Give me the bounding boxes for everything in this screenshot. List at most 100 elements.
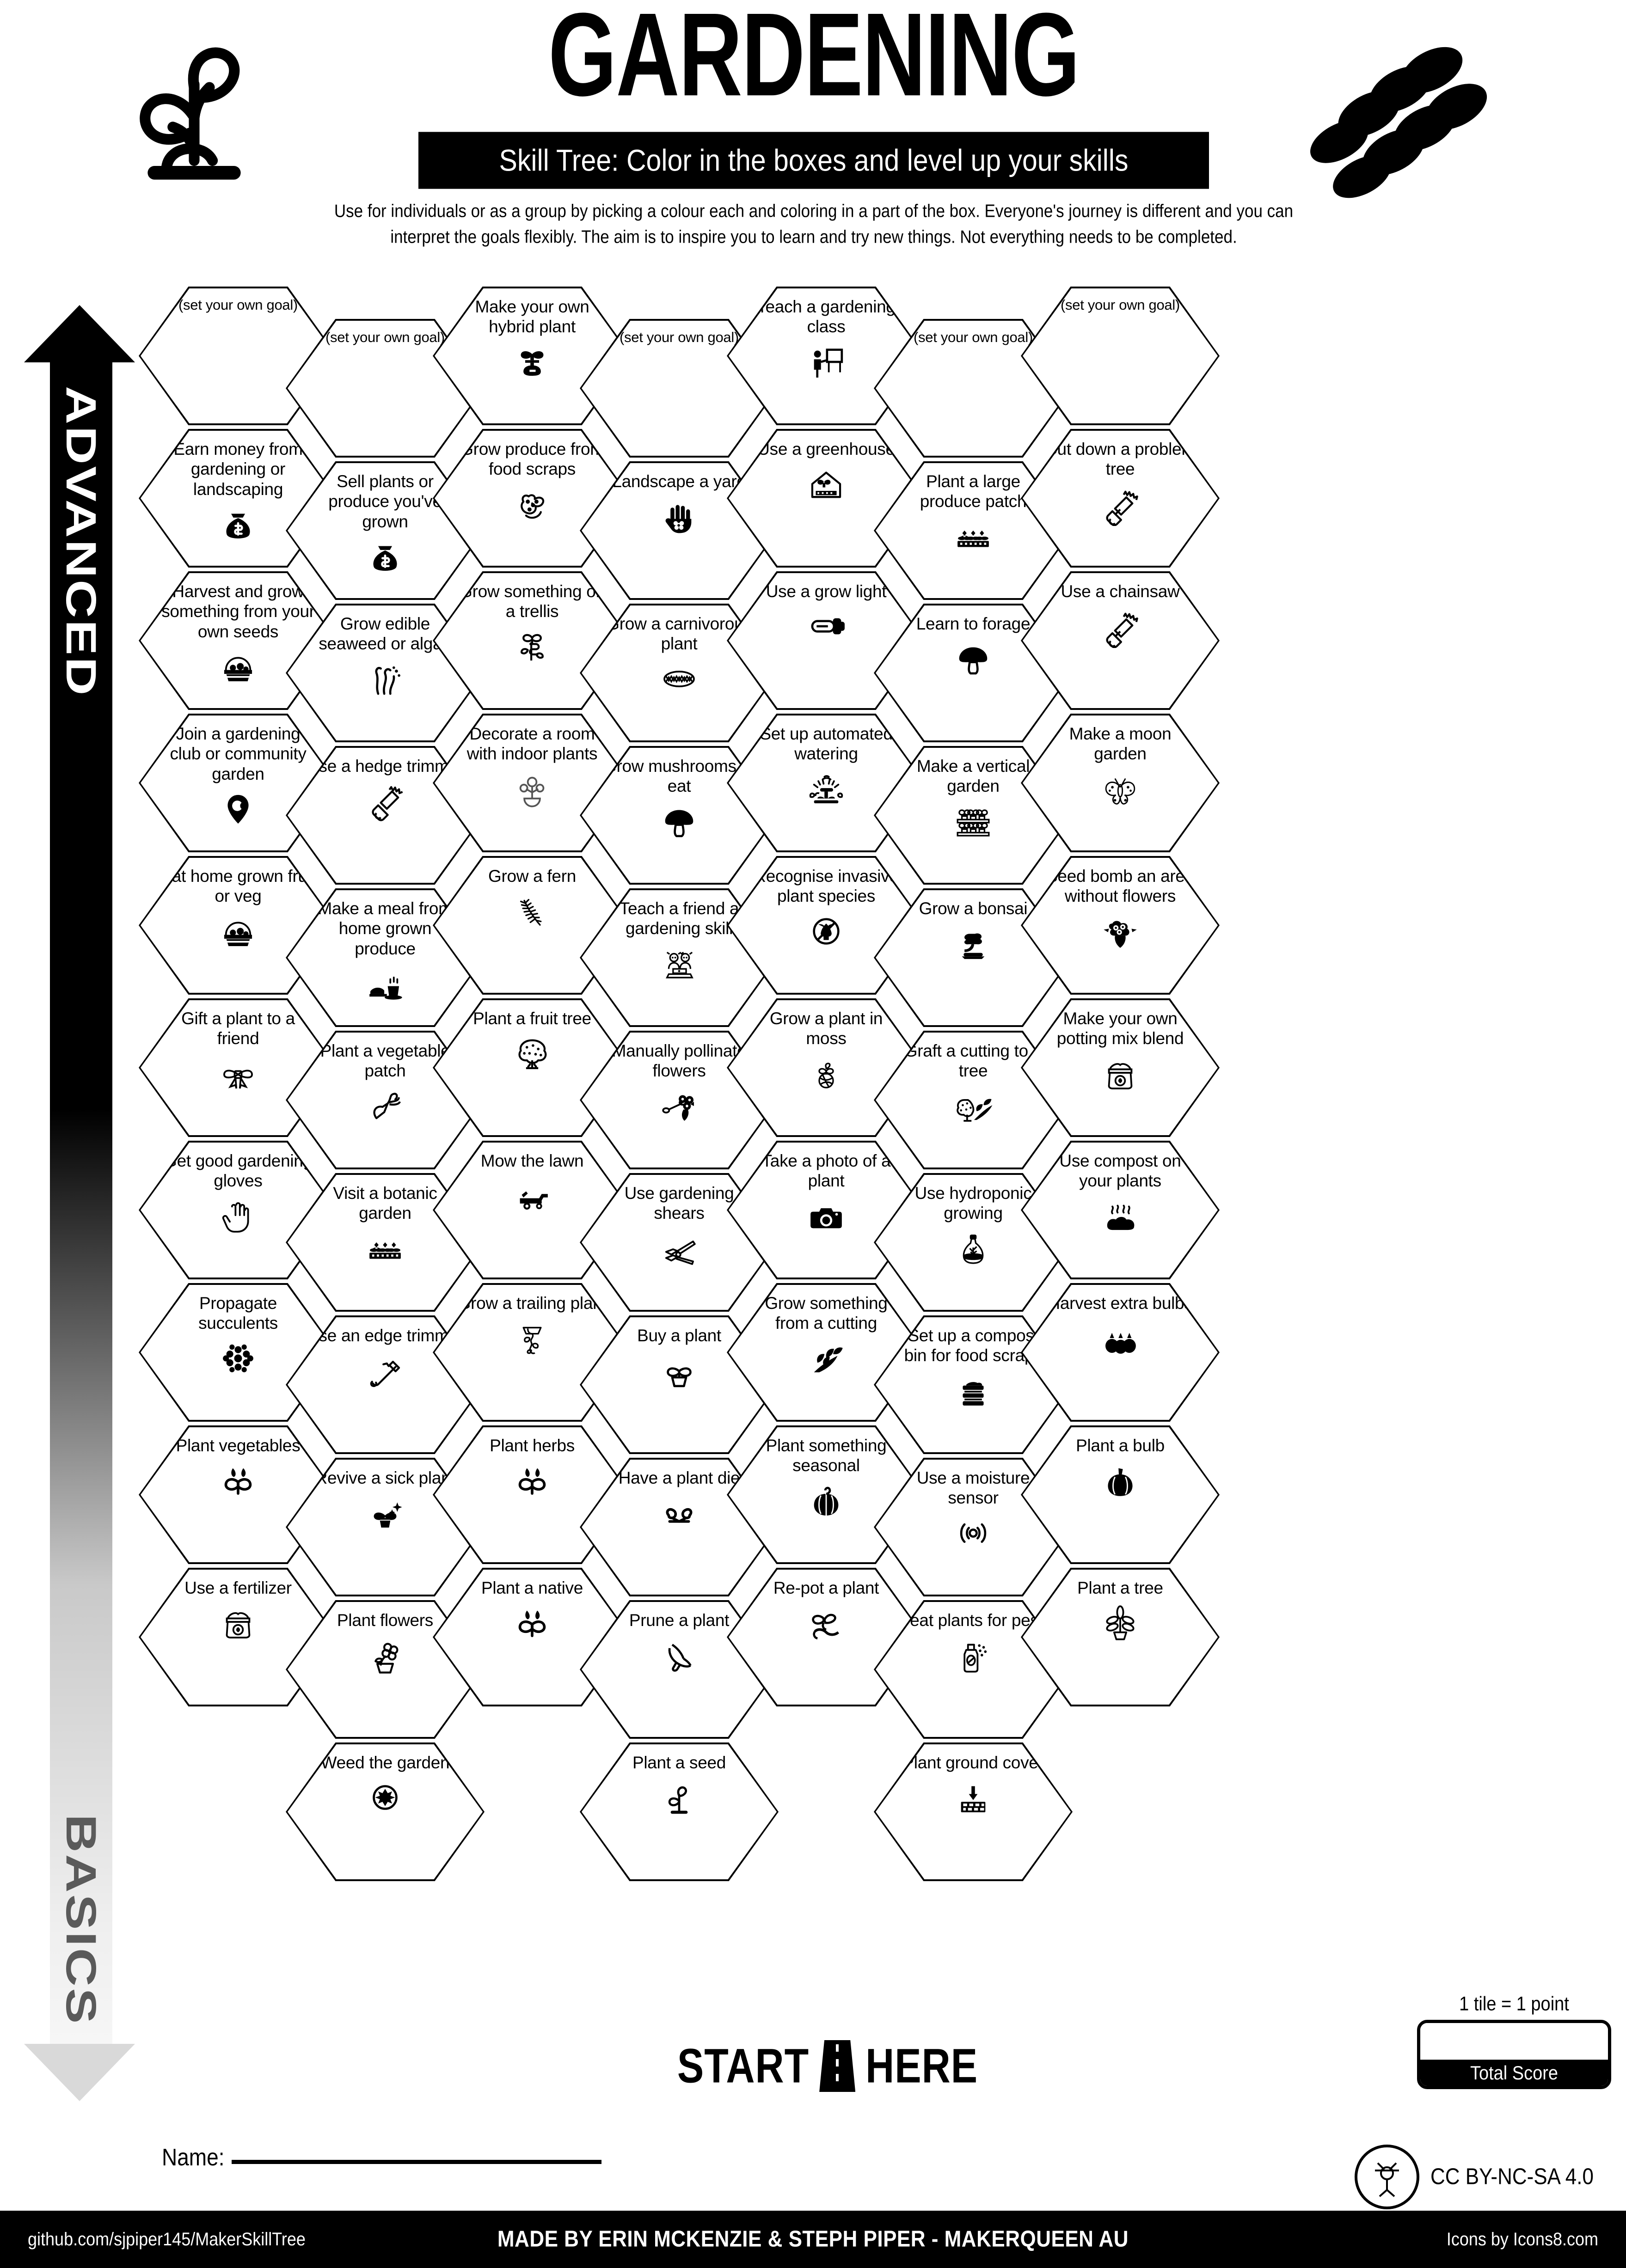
name-input-line[interactable] bbox=[232, 2160, 602, 2164]
seaweed-icon bbox=[363, 657, 407, 701]
skill-tile[interactable]: Seed bomb an area without flowers bbox=[1021, 856, 1220, 995]
skill-tile-label: Treat plants for pests bbox=[895, 1611, 1052, 1630]
skill-tile[interactable]: Use an edge trimmer bbox=[286, 1315, 485, 1454]
hydroponic-icon bbox=[951, 1227, 995, 1270]
trellis-icon bbox=[510, 625, 554, 668]
revive-plant-icon bbox=[363, 1491, 407, 1534]
skill-tile-label: Use a moisture sensor bbox=[916, 1468, 1030, 1508]
skill-tile-label: Plant a bulb bbox=[1076, 1436, 1165, 1455]
skill-tile-label: Plant herbs bbox=[490, 1436, 575, 1455]
skill-tile[interactable]: Make a moon garden bbox=[1021, 714, 1220, 852]
skill-tile-label: Plant a seed bbox=[632, 1753, 726, 1772]
teach-friend-icon bbox=[657, 942, 701, 985]
fern-icon bbox=[510, 889, 554, 933]
money-bag-icon bbox=[216, 502, 260, 546]
skill-tile-label: Use a hedge trimmer bbox=[307, 757, 464, 776]
chainsaw-icon bbox=[1098, 605, 1142, 648]
harvest-basket-icon bbox=[216, 645, 260, 688]
trailing-plant-icon bbox=[510, 1316, 554, 1360]
skill-tile-label: Grow something from a cutting bbox=[765, 1294, 888, 1333]
skill-tile-label: Plant a tree bbox=[1077, 1578, 1163, 1597]
skill-tile-label: Plant a large produce patch bbox=[920, 472, 1027, 511]
here-word: HERE bbox=[865, 2038, 978, 2093]
skill-tile[interactable]: Plant a tree bbox=[1021, 1568, 1220, 1706]
skill-tile[interactable]: Plant a seed bbox=[580, 1742, 779, 1881]
skill-tile[interactable]: (set your own goal) bbox=[1021, 287, 1220, 425]
skill-tile-label: Propagate succulents bbox=[198, 1294, 278, 1333]
chainsaw-icon bbox=[1098, 483, 1142, 526]
skill-tile[interactable]: Weed the garden bbox=[286, 1742, 485, 1881]
skill-tile-label: Re-pot a plant bbox=[773, 1578, 879, 1597]
skill-tile-label: Plant flowers bbox=[337, 1611, 433, 1630]
sprinkler-icon bbox=[804, 767, 848, 811]
skill-tile-label: Grow edible seaweed or algae bbox=[319, 614, 452, 654]
skill-tile-label: Graft a cutting to a tree bbox=[904, 1041, 1043, 1081]
moisture-sensor-icon bbox=[951, 1511, 995, 1555]
fertilizer-bag-icon bbox=[1098, 1052, 1142, 1095]
skill-tile-label: Grow mushrooms to eat bbox=[603, 757, 755, 796]
skill-tile-label: Plant vegetables bbox=[176, 1436, 301, 1455]
skill-tile-label: Use a chainsaw bbox=[1061, 582, 1180, 601]
skill-tile-label: Teach a friend a gardening skill bbox=[619, 899, 739, 938]
subtitle-text: Skill Tree: Color in the boxes and level… bbox=[499, 143, 1129, 177]
vertical-garden-icon bbox=[951, 800, 995, 843]
axis-shaft bbox=[50, 361, 112, 2061]
intro-paragraph: Use for individuals or as a group by pic… bbox=[324, 199, 1304, 251]
difficulty-axis: ADVANCED BASICS bbox=[24, 305, 143, 2101]
footer-icons-credit[interactable]: Icons by Icons8.com bbox=[1446, 2228, 1598, 2250]
skill-tile[interactable]: Use compost on your plants bbox=[1021, 1141, 1220, 1279]
skill-tile-label: Plant something seasonal bbox=[766, 1436, 887, 1475]
seedling-icon bbox=[657, 1776, 701, 1819]
score-label: Total Score bbox=[1420, 2060, 1608, 2086]
skill-tile-label: Plant a native bbox=[481, 1578, 583, 1597]
flower-bed-icon bbox=[363, 1227, 407, 1270]
cutting-icon bbox=[804, 1337, 848, 1380]
skill-tile-label: Weed the garden bbox=[320, 1753, 450, 1772]
score-box[interactable]: Total Score bbox=[1417, 2020, 1611, 2089]
skill-tile-label: Eat home grown fruit or veg bbox=[160, 867, 316, 906]
invasive-plant-icon bbox=[804, 910, 848, 953]
succulent-icon bbox=[216, 1337, 260, 1380]
potted-plant-icon bbox=[657, 1349, 701, 1392]
flower-bed-icon bbox=[951, 515, 995, 558]
food-scraps-icon bbox=[510, 483, 554, 526]
fertilizer-bag-icon bbox=[216, 1601, 260, 1644]
skill-tile[interactable]: Plant a bulb bbox=[1021, 1425, 1220, 1564]
weed-icon bbox=[363, 1776, 407, 1819]
license-row: CC BY-NC-SA 4.0 bbox=[1355, 2145, 1594, 2209]
beetroot-icon bbox=[363, 1084, 407, 1128]
skill-tile-label: Manually pollinate flowers bbox=[612, 1041, 747, 1081]
road-icon bbox=[819, 2040, 856, 2092]
garlic-bulb-icon bbox=[1098, 1459, 1142, 1502]
grow-light-icon bbox=[804, 605, 848, 648]
skill-tile[interactable]: Plant a vegetable patch bbox=[286, 1031, 485, 1169]
skill-tile[interactable]: Harvest extra bulbs bbox=[1021, 1283, 1220, 1422]
skill-tile[interactable]: Plant ground cover bbox=[874, 1742, 1073, 1881]
skill-tile[interactable]: Revive a sick plant bbox=[286, 1458, 485, 1596]
skill-tile-label: Make a moon garden bbox=[1069, 724, 1172, 764]
skill-tile-label: Cut down a problem tree bbox=[1045, 440, 1196, 479]
skill-tile-label: (set your own goal) bbox=[1061, 297, 1180, 313]
skill-tile-label: Plant ground cover bbox=[902, 1753, 1044, 1772]
gloves-icon bbox=[216, 1194, 260, 1238]
score-value-field[interactable] bbox=[1420, 2023, 1608, 2061]
start-word: START bbox=[677, 2038, 810, 2093]
meal-icon bbox=[363, 962, 407, 1005]
name-field[interactable]: Name: bbox=[162, 2144, 602, 2170]
skill-tile[interactable]: Make your own potting mix blend bbox=[1021, 998, 1220, 1137]
skill-tile-label: Make a vertical garden bbox=[916, 757, 1030, 796]
axis-label-advanced: ADVANCED bbox=[57, 386, 104, 697]
edge-trimmer-icon bbox=[363, 1349, 407, 1392]
skill-tile[interactable]: Cut down a problem tree bbox=[1021, 429, 1220, 568]
intro-line-2: interpret the goals flexibly. The aim is… bbox=[390, 227, 1237, 247]
skill-tile[interactable]: Use a chainsaw bbox=[1021, 571, 1220, 710]
skill-tile-label: Buy a plant bbox=[637, 1326, 721, 1345]
skill-tile-label: Use gardening shears bbox=[624, 1184, 734, 1223]
footer-repo-link[interactable]: github.com/sjpiper145/MakerSkillTree bbox=[28, 2228, 306, 2250]
teaching-board-icon bbox=[804, 340, 848, 384]
seed-bomb-icon bbox=[1098, 910, 1142, 953]
arrow-up-icon bbox=[24, 305, 135, 362]
mushroom-icon bbox=[951, 637, 995, 680]
skill-tile-label: (set your own goal) bbox=[178, 297, 298, 313]
skill-tile-label: Visit a botanic garden bbox=[333, 1184, 437, 1223]
